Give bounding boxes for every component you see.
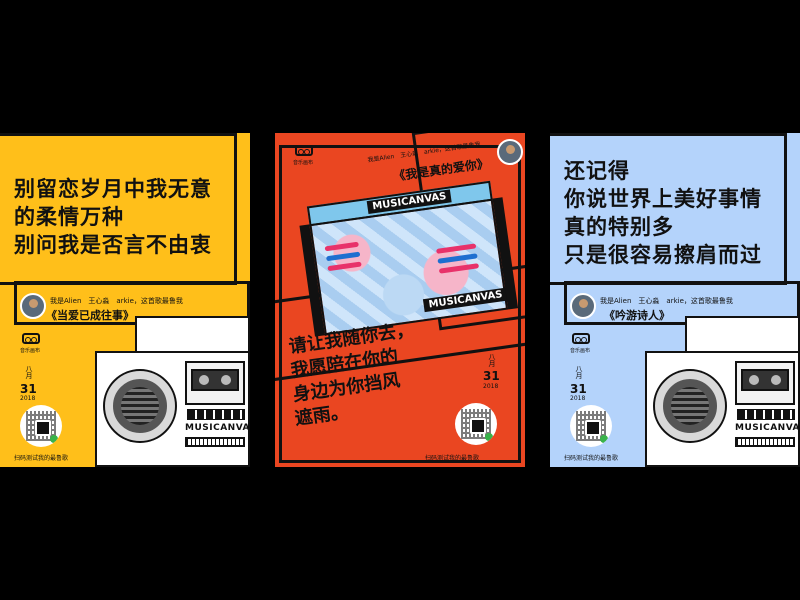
qr-code xyxy=(570,405,612,447)
speaker-icon xyxy=(105,371,175,441)
song-title: 《吟游诗人》 xyxy=(604,309,670,322)
avatar xyxy=(570,293,596,319)
boombox-illustration: MUSICANVAS xyxy=(645,351,800,467)
lyric-line-1: 还记得 xyxy=(564,159,630,183)
logo-text: 音乐画布 xyxy=(293,160,314,166)
date-day: 31 xyxy=(570,382,587,396)
musicanvas-logo-icon xyxy=(22,333,40,344)
wechat-icon xyxy=(600,435,608,443)
wechat-icon xyxy=(50,435,58,443)
scan-text: 扫码测试我的最鲁歌 xyxy=(425,455,480,462)
scan-text: 扫码测试我的最鲁歌 xyxy=(564,455,619,462)
logo-text: 音乐画布 xyxy=(570,348,591,354)
avatar xyxy=(497,139,523,165)
radio-handle xyxy=(135,316,250,352)
poster-when-love-is-past: 别留恋岁月中我无意 的柔情万种 别问我是否言不由衷 我是Alien 王心淼 ar… xyxy=(0,133,250,467)
credit-frame xyxy=(14,281,250,325)
credit-text: 我是Alien 王心淼 arkie，这首歌最鲁我 xyxy=(50,297,183,305)
qr-code xyxy=(20,405,62,447)
boombox-illustration: MUSICANVAS xyxy=(95,351,250,467)
cassette-icon xyxy=(741,369,789,391)
control-keys xyxy=(737,409,795,420)
speaker-icon xyxy=(655,371,725,441)
scan-text: 扫码测试我的最鲁歌 xyxy=(14,455,69,462)
lyric-line-4: 只是很容易擦肩而过 xyxy=(564,243,762,267)
lyric-line-3: 真的特别多 xyxy=(564,215,674,239)
poster-i-really-love-you: 音乐画布 我是Alien 王心淼 arkie，这首歌最鲁我 《我是真的爱你》 M… xyxy=(275,133,525,467)
wechat-icon xyxy=(485,433,493,441)
control-keys xyxy=(187,409,245,420)
tuner-dial xyxy=(185,437,245,447)
album-card: MUSICANVAS MUSICANVAS xyxy=(299,180,519,337)
date-year: 2018 xyxy=(483,383,499,390)
qr-code xyxy=(455,403,497,445)
tuner-dial xyxy=(735,437,795,447)
radio-handle xyxy=(685,316,800,352)
date-year: 2018 xyxy=(570,395,586,402)
lyric-line-1: 别留恋岁月中我无意 xyxy=(14,177,212,201)
date-day: 31 xyxy=(483,369,500,383)
outer-frame xyxy=(279,145,521,463)
credit-text: 我是Alien 王心淼 arkie，这首歌最鲁我 xyxy=(600,297,733,305)
lyric-line-3: 别问我是否言不由衷 xyxy=(14,233,212,257)
brand-label: MUSICANVAS xyxy=(735,423,800,433)
card-brand-bottom: MUSICANVAS xyxy=(422,287,509,313)
date-year: 2018 xyxy=(20,395,36,402)
credit-frame xyxy=(564,281,800,325)
lyric-line-2: 你说世界上美好事情 xyxy=(564,187,762,211)
musicanvas-logo-icon xyxy=(572,333,590,344)
date-day: 31 xyxy=(20,382,37,396)
cassette-panel xyxy=(185,361,245,405)
date-month: 八月 xyxy=(575,365,583,379)
lyric-line-2: 的柔情万种 xyxy=(14,205,124,229)
poster-bard: 还记得 你说世界上美好事情 真的特别多 只是很容易擦肩而过 我是Alien 王心… xyxy=(550,133,800,467)
cassette-icon xyxy=(191,369,239,391)
song-title: 《当爱已成往事》 xyxy=(46,309,134,322)
date-month: 八月 xyxy=(488,353,496,367)
cassette-panel xyxy=(735,361,795,405)
logo-text: 音乐画布 xyxy=(20,348,41,354)
date-month: 八月 xyxy=(25,365,33,379)
brand-label: MUSICANVAS xyxy=(185,423,250,433)
avatar xyxy=(20,293,46,319)
musicanvas-logo-icon xyxy=(295,145,313,156)
